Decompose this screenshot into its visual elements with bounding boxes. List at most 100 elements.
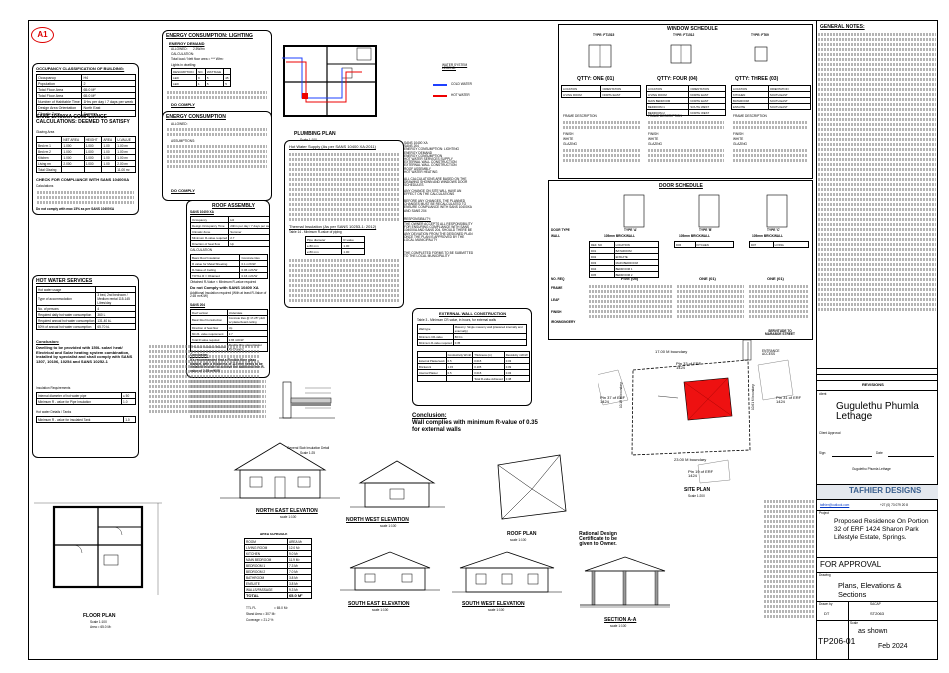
legend-hot: HOT WATER (451, 93, 470, 97)
window-finish-value-1: WHITE (563, 137, 574, 141)
plumbing-plan-drawing (282, 45, 377, 117)
door-leaf-label: LEAF (551, 298, 560, 302)
site-servitude: SERVITUDE TO MARABOE STREET (765, 329, 795, 337)
section-scale: scale 1:100 (610, 624, 627, 628)
window-finish-1: FINISH (563, 132, 574, 136)
sheet-section-label: A1 (31, 27, 54, 43)
calc-notes-panel: SANS 10400 XA SANS 204 ENERGY CONSUMPTION:… (404, 140, 476, 308)
hot-water-supply-panel: Hot Water Supply (As per SANS 10400 XA:2… (284, 140, 404, 308)
scale-row (816, 620, 938, 621)
door-schedule-title: DOOR SCHEDULE (659, 183, 703, 189)
area-stand: Stand Area = 307 M² (246, 612, 276, 616)
project-status: FOR APPROVAL (820, 560, 882, 569)
client-label: client (819, 392, 827, 396)
site-ptn19: Ptn 19 of ERF 1424 (688, 469, 714, 478)
piping-table-title: Table 14 - Minimum R-value of piping (289, 230, 342, 234)
wall-type-a: 105mm BRICKWALL (604, 234, 635, 238)
window-qty-2: QTTY: FOUR (04) (657, 76, 698, 82)
light-table: DESCRIPTION NO. WATTAGE LED 9 5 45 LED 1 5 5 (171, 68, 231, 87)
glazing-table: NET AREA HEIGHT AREA U-VALUE Bed rm 1 1.000 1… (35, 136, 136, 173)
sheet-border (28, 20, 938, 660)
insulation-table: Internal diameter of hot water pipe ≤ 50 … (35, 392, 136, 405)
sign-label: Sign (819, 451, 826, 455)
ne-elevation-scale: scale 1:100 (280, 515, 297, 519)
firm-email[interactable]: tafhier@outlook.com (820, 503, 850, 507)
check-title: CHECK FOR COMPLIANCE WITH SANS 10400XA (36, 177, 130, 182)
window-finish-value-2: WHITE (648, 137, 659, 141)
window-finish-2: FINISH (648, 132, 659, 136)
door-ironmongery-label: IRONMONGERY (551, 320, 576, 324)
energy-calc-text (167, 91, 267, 101)
site-boundary-right: 10.61 M boundary (751, 384, 755, 410)
cold-water-swatch (433, 84, 447, 86)
door-table-b: D06 KITCHEN (674, 241, 734, 248)
client-row (816, 390, 938, 391)
drawn-by-label: Drawn by (819, 602, 833, 606)
sw-elevation-scale: scale 1:100 (488, 608, 505, 612)
se-elevation-title: SOUTH EAST ELEVATION (348, 601, 410, 607)
occupancy-title: OCCUPANCY CLASSIFICATION OF BUILDING: (36, 66, 125, 71)
north-east-elevation-drawing (220, 442, 340, 499)
sheet-date: Feb 2024 (878, 643, 908, 650)
window-finish-value-3: WHITE (733, 137, 744, 141)
door-qty-b: ONE (01) (699, 276, 716, 281)
firm-banner: TAFHIER DESIGNS (817, 484, 938, 500)
floor-plan-area: Area = 65.0 M² (90, 625, 112, 629)
window-glazing-1: GLAZING (563, 142, 577, 146)
assumptions-text (167, 145, 267, 170)
window-glazing-2: GLAZING (648, 142, 662, 146)
thermal-insulation-title: Thermal Insulation (As per SANS 10253-1:… (289, 224, 377, 229)
window-frame-3: FRAME DESCRIPTION (733, 114, 767, 118)
sans-compliance-title: SANS 10400XA COMPLIANCE CALCULATIONS: DE… (36, 114, 130, 125)
external-wall-table: Wall type Masonry: Single masonry wall (p… (417, 324, 528, 346)
floor-plan-scale: Scale 1:100 (90, 620, 107, 624)
external-wall-subtitle: Table 3 - Minimum CR-value, in hours, fo… (417, 318, 497, 322)
light-table-title: Lights in dwelling: (171, 63, 197, 67)
site-plan-drawing (598, 340, 794, 484)
project-label: Project (819, 511, 829, 515)
window-schedule-title: WINDOW SCHEDULE (667, 26, 718, 32)
sw-elevation-title: SOUTH WEST ELEVATION (462, 601, 525, 607)
external-wall-conclusion: Wall complies with minimum R-value of 0.… (412, 420, 538, 433)
revisions-label: REVISIONS (862, 382, 884, 387)
nw-elevation-title: NORTH WEST ELEVATION (346, 517, 409, 523)
north-west-elevation-drawing (350, 460, 445, 508)
area-schedule-title: AREA SCHEDULE (260, 533, 288, 536)
door-finish-label: FINISH (551, 310, 562, 314)
firm-phone: +27 (0) 73 079 20 8 (880, 503, 908, 507)
slab-title: General Slab Insulation Detail (287, 446, 330, 450)
project-row (816, 510, 938, 511)
hot-water-title: HOT WATER SERVICES (36, 278, 93, 284)
door-type-b: TYPE 'B' (699, 228, 713, 232)
external-wall-conclusion-title: Conclusion: (412, 413, 447, 419)
tank-table: Minimum R - value for insulated Tank 1.0 (35, 416, 136, 423)
window-table-1: LOCATION ORIENTATION LIVING ROOM NORTH EAS… (560, 85, 641, 98)
before-changes-note: BEFORE ANY CHANGES, THE PLANNED CHANGES … (404, 199, 472, 213)
calc-based-note: ALL CALCULATIONS ARE BASED ON THE DRAWIN… (404, 177, 468, 188)
slab-scale: Scale 1:25 (300, 451, 316, 455)
window-qty-1: QTTY: ONE (01) (577, 76, 615, 82)
date-label: Date (876, 451, 883, 455)
consumption-assumptions: ASSUMPTIONS: (171, 139, 196, 143)
drawn-by: DT (824, 611, 830, 616)
general-notes-title: GENERAL NOTES: (820, 24, 865, 30)
section-title: SECTION A-A (604, 617, 637, 623)
plumbing-title: PLUMBING PLAN (294, 131, 336, 137)
sacap-number: ST2063 (870, 611, 885, 616)
area-coverage: Coverage = 21.2 % (246, 618, 274, 622)
title-block-divider (848, 601, 849, 659)
site-scale: Scale 1:200 (688, 494, 705, 498)
date-line (888, 456, 934, 457)
drawing-label: Drawing (819, 573, 831, 577)
site-boundary-left: 10.18 M boundary (619, 382, 623, 408)
project-description: Proposed Residence On Portion 32 of ERF … (834, 518, 929, 541)
roof-assembly-title: ROOF ASSEMBLY (212, 203, 255, 209)
roof-not-comply: Do not Comply with SANS 10400 XA (190, 285, 259, 290)
piping-table: Pipe diameter R-value ≤ 80 mm 1.00 ≥ 80 mm… (304, 236, 365, 255)
window-table-3: LOCATION ORIENTATION KITCHEN SOUTH EAST BA… (731, 85, 812, 110)
scale-label: Scale (850, 621, 858, 625)
section-aa-drawing (580, 556, 670, 608)
ne-elevation-title: NORTH EAST ELEVATION (256, 508, 318, 514)
hot-water-details: Hot water Details / Tanks (36, 410, 72, 414)
roof-sans-204: SANS 204 (190, 303, 206, 307)
